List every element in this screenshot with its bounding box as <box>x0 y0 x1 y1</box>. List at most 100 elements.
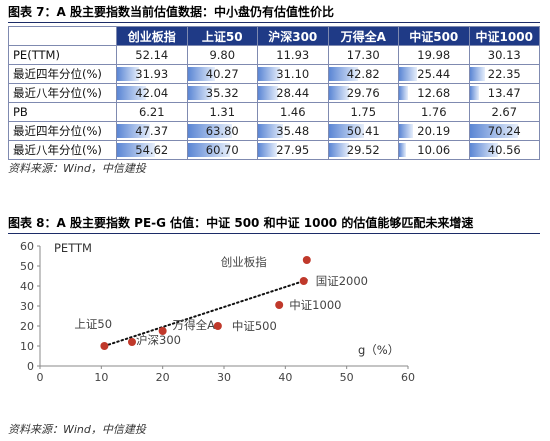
table-cell: 6.21 <box>116 102 188 122</box>
y-tick-label: 20 <box>20 320 34 333</box>
cell-value: 29.52 <box>346 143 380 157</box>
x-tick-label: 60 <box>401 371 415 384</box>
point-label: 中证1000 <box>289 298 341 312</box>
figure-8-title: 图表 8：A 股主要指数 PE-G 估值：中证 500 和中证 1000 的估值… <box>8 213 540 234</box>
cell-value: 9.80 <box>209 48 236 62</box>
table-cell: 42.04 <box>116 83 188 103</box>
cell-value: 1.31 <box>209 105 236 119</box>
y-axis-label: PETTM <box>54 241 92 255</box>
point-label: 中证500 <box>232 319 277 333</box>
table-header-row: 创业板指 上证50 沪深300 万得全A 中证500 中证1000 <box>8 26 540 46</box>
x-tick-label: 0 <box>37 371 44 384</box>
row-label: PE(TTM) <box>8 45 117 65</box>
x-tick-label: 50 <box>340 371 354 384</box>
table-corner <box>8 26 117 46</box>
x-tick-label: 20 <box>156 371 170 384</box>
y-tick-label: 40 <box>20 280 34 293</box>
table-cell: 31.10 <box>257 64 329 84</box>
cell-value: 40.27 <box>205 67 239 81</box>
percentile-bar <box>187 124 232 138</box>
cell-value: 6.21 <box>138 105 165 119</box>
cell-value: 20.19 <box>417 124 451 138</box>
point-label: 国证2000 <box>316 274 368 288</box>
point-label: 上证50 <box>74 317 112 331</box>
cell-value: 40.56 <box>487 143 521 157</box>
percentile-bar <box>258 67 280 81</box>
table-cell: 1.75 <box>327 102 399 122</box>
cell-value: 17.30 <box>346 48 380 62</box>
table-cell: 22.35 <box>468 64 540 84</box>
cell-value: 42.82 <box>346 67 380 81</box>
table-cell: 30.13 <box>468 45 540 65</box>
percentile-bar <box>469 124 519 138</box>
row-label: 最近四年分位(%) <box>8 121 117 141</box>
figure-7-title: 图表 7：A 股主要指数当前估值数据：中小盘仍有估值性价比 <box>8 2 540 23</box>
data-point <box>213 322 222 330</box>
data-point <box>158 327 167 335</box>
cell-value: 28.44 <box>276 86 310 100</box>
cell-value: 50.41 <box>346 124 380 138</box>
row-label: PB <box>8 102 117 122</box>
percentile-bar <box>399 143 406 157</box>
percentile-bar <box>258 143 278 157</box>
cell-value: 35.48 <box>276 124 310 138</box>
table-cell: 54.62 <box>116 140 188 160</box>
percentile-bar <box>187 67 216 81</box>
cell-value: 2.67 <box>491 105 518 119</box>
table-cell: 1.46 <box>257 102 329 122</box>
figure-8-source: 资料来源：Wind，中信建投 <box>8 423 146 436</box>
table-cell: 29.52 <box>327 140 399 160</box>
percentile-bar <box>328 67 359 81</box>
y-tick-label: 60 <box>20 240 34 253</box>
column-header: 上证50 <box>186 26 258 46</box>
table-cell: 35.32 <box>186 83 258 103</box>
cell-value: 31.93 <box>135 67 169 81</box>
x-tick-label: 10 <box>94 371 108 384</box>
table-cell: 52.14 <box>116 45 188 65</box>
cell-value: 52.14 <box>135 48 169 62</box>
cell-value: 35.32 <box>205 86 239 100</box>
percentile-bar <box>399 86 408 100</box>
x-tick-label: 40 <box>278 371 292 384</box>
cell-value: 42.04 <box>135 86 169 100</box>
column-header: 沪深300 <box>257 26 329 46</box>
percentile-bar <box>258 86 278 100</box>
percentile-bar <box>399 124 414 138</box>
percentile-bar <box>328 86 350 100</box>
table-cell: 42.82 <box>327 64 399 84</box>
cell-value: 27.95 <box>276 143 310 157</box>
table-cell: 31.93 <box>116 64 188 84</box>
cell-value: 47.37 <box>135 124 169 138</box>
cell-value: 54.62 <box>135 143 169 157</box>
valuation-table: 创业板指 上证50 沪深300 万得全A 中证500 中证1000 PE(TTM… <box>8 26 540 160</box>
table-row: 最近八年分位(%) 42.04 35.32 28.44 29.76 12.68 13.47 <box>8 83 540 103</box>
table-row: 最近四年分位(%) 47.37 63.80 35.48 50.41 20.19 70.24 <box>8 121 540 141</box>
trend-line <box>103 279 308 347</box>
data-point <box>302 256 311 264</box>
cell-value: 1.76 <box>420 105 447 119</box>
cell-value: 60.70 <box>205 143 239 157</box>
data-point <box>275 301 284 309</box>
table-cell: 17.30 <box>327 45 399 65</box>
percentile-bar <box>117 143 155 157</box>
point-label: 万得全A <box>173 318 215 332</box>
table-cell: 70.24 <box>468 121 540 141</box>
percentile-bar <box>328 143 350 157</box>
column-header: 万得全A <box>327 26 399 46</box>
table-cell: 50.41 <box>327 121 399 141</box>
cell-value: 25.44 <box>417 67 451 81</box>
table-row: PB 6.21 1.31 1.46 1.75 1.76 2.67 <box>8 102 540 122</box>
cell-value: 70.24 <box>487 124 521 138</box>
cell-value: 22.35 <box>487 67 521 81</box>
percentile-bar <box>117 124 150 138</box>
table-cell: 60.70 <box>186 140 258 160</box>
x-tick-label: 30 <box>217 371 231 384</box>
table-cell: 20.19 <box>398 121 470 141</box>
table-cell: 29.76 <box>327 83 399 103</box>
row-label: 最近八年分位(%) <box>8 83 117 103</box>
point-label: 沪深300 <box>136 333 181 347</box>
table-cell: 10.06 <box>398 140 470 160</box>
cell-value: 30.13 <box>487 48 521 62</box>
table-cell: 35.48 <box>257 121 329 141</box>
y-tick-label: 50 <box>20 260 34 273</box>
